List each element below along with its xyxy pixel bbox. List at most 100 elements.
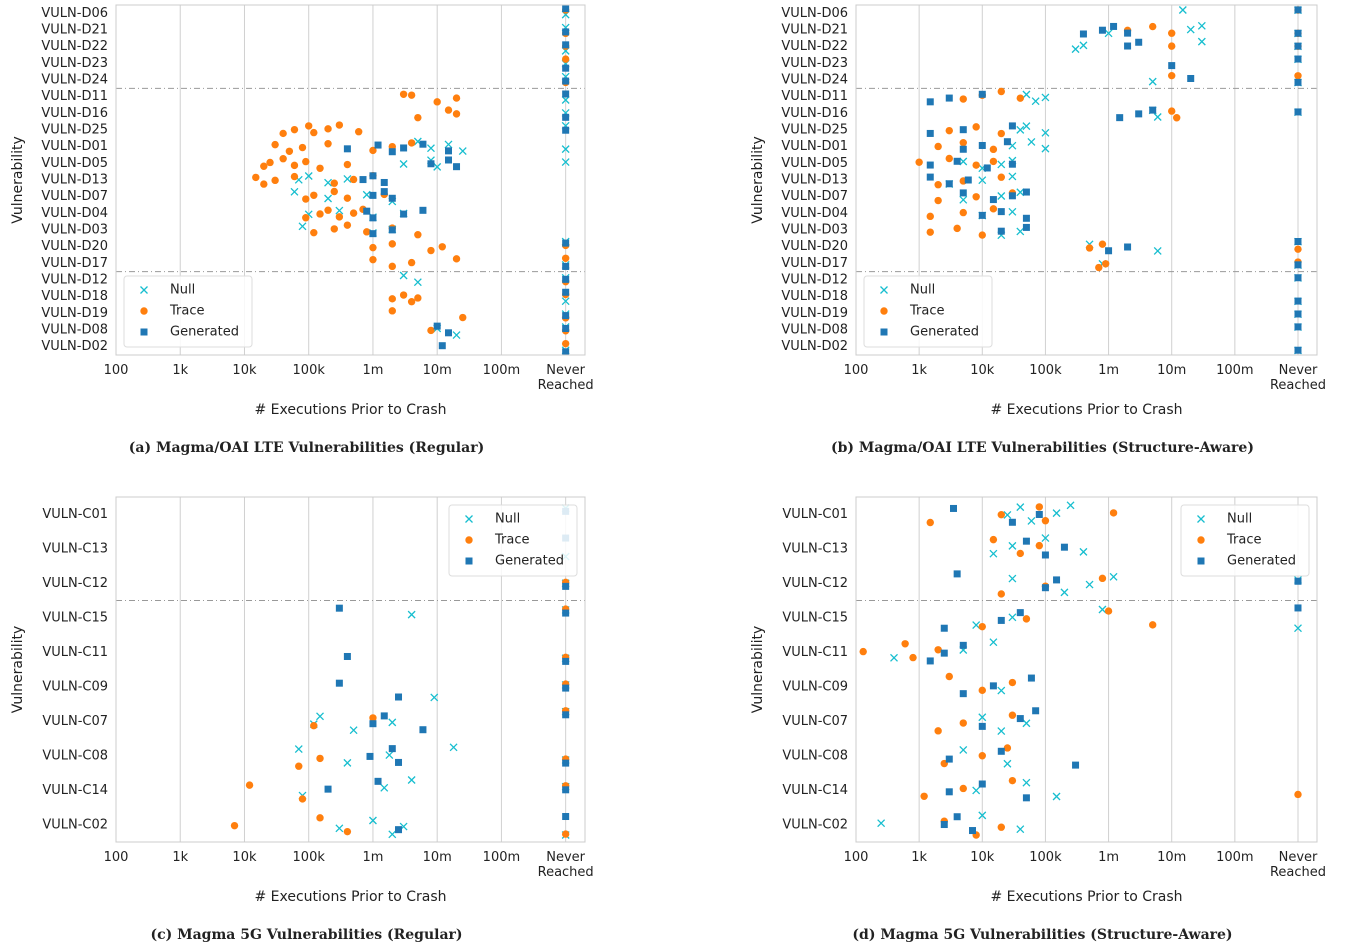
x-tick: Never Reached: [1270, 363, 1326, 393]
marker: [433, 322, 441, 330]
marker: [1153, 247, 1162, 255]
marker: [271, 140, 279, 149]
marker: [945, 788, 953, 796]
marker: [349, 209, 358, 217]
marker: [399, 271, 408, 280]
x-tick: Never Reached: [538, 363, 594, 393]
marker: [427, 246, 435, 255]
marker: [978, 713, 987, 722]
marker: [310, 722, 318, 730]
marker: [380, 712, 388, 720]
marker: [324, 140, 332, 148]
marker: [316, 210, 324, 218]
marker: [562, 324, 570, 332]
x-tick-label: 100m: [482, 363, 521, 378]
marker: [1085, 244, 1094, 252]
marker: [978, 622, 986, 631]
x-tick: 10k: [232, 850, 256, 865]
marker: [926, 173, 934, 181]
marker: [324, 178, 333, 187]
marker: [940, 821, 948, 829]
marker: [989, 145, 998, 154]
marker: [949, 504, 957, 512]
y-tick-label: VULN-C08: [42, 748, 108, 763]
x-tick-label: 100m: [482, 850, 521, 865]
x-tick: 100m: [1216, 850, 1253, 865]
marker: [989, 549, 998, 558]
marker: [1149, 22, 1157, 31]
y-tick-label: VULN-C12: [42, 576, 108, 591]
legend-label: Generated: [910, 325, 979, 340]
marker: [1294, 261, 1302, 269]
marker: [997, 727, 1006, 736]
marker: [230, 821, 239, 830]
marker: [562, 582, 570, 590]
marker: [430, 693, 439, 702]
marker: [343, 827, 352, 836]
y-tick-label: VULN-D24: [781, 73, 848, 88]
marker: [561, 158, 570, 167]
marker: [926, 98, 934, 106]
marker: [561, 339, 570, 348]
marker: [972, 193, 980, 201]
marker: [1066, 501, 1075, 510]
y-tick-label: VULN-D21: [41, 23, 108, 38]
marker: [997, 686, 1006, 695]
x-tick-label: 1k: [911, 850, 928, 865]
marker: [1003, 759, 1012, 768]
marker: [1022, 778, 1031, 787]
marker: [1008, 613, 1017, 622]
x-tick: 100m: [482, 363, 521, 378]
marker: [1294, 55, 1302, 63]
marker: [369, 146, 377, 155]
marker: [978, 780, 986, 788]
marker: [335, 604, 343, 612]
marker: [1003, 138, 1011, 146]
marker: [1016, 227, 1025, 236]
marker: [959, 95, 967, 103]
marker: [1294, 108, 1302, 116]
legend-label: Trace: [494, 533, 530, 548]
marker: [388, 240, 396, 248]
marker: [945, 94, 953, 102]
marker: [989, 196, 997, 204]
y-tick-label: VULN-D25: [41, 123, 108, 138]
marker: [413, 278, 422, 287]
marker: [1022, 615, 1031, 623]
legend-label: Generated: [1227, 554, 1296, 569]
legend-label: Trace: [909, 304, 945, 319]
marker: [934, 727, 942, 735]
marker: [978, 141, 986, 149]
marker: [330, 179, 338, 187]
x-tick: 100: [844, 363, 869, 378]
marker: [1041, 128, 1050, 137]
marker: [1294, 78, 1302, 86]
marker: [562, 786, 570, 794]
marker: [452, 94, 461, 102]
marker: [369, 720, 377, 728]
marker: [1124, 29, 1132, 37]
marker: [926, 228, 934, 236]
legend-box: [1180, 504, 1310, 577]
x-axis-label: # Executions Prior to Crash: [254, 402, 446, 418]
marker: [452, 255, 461, 263]
marker: [1079, 547, 1088, 556]
marker: [465, 515, 473, 523]
marker: [1124, 243, 1132, 251]
legend: Null Trace Generated: [863, 275, 993, 348]
x-tick: 10m: [1157, 363, 1186, 378]
marker: [562, 711, 570, 719]
marker: [945, 180, 953, 188]
marker: [388, 148, 396, 156]
marker: [1041, 551, 1049, 559]
marker: [354, 128, 363, 136]
marker: [1294, 245, 1302, 253]
marker: [959, 690, 967, 698]
marker: [1197, 37, 1206, 46]
y-tick-label: VULN-D20: [781, 239, 848, 254]
marker: [880, 286, 888, 294]
y-tick-label: VULN-D03: [781, 223, 848, 238]
marker: [562, 5, 570, 13]
marker: [562, 262, 570, 270]
marker: [459, 313, 467, 322]
